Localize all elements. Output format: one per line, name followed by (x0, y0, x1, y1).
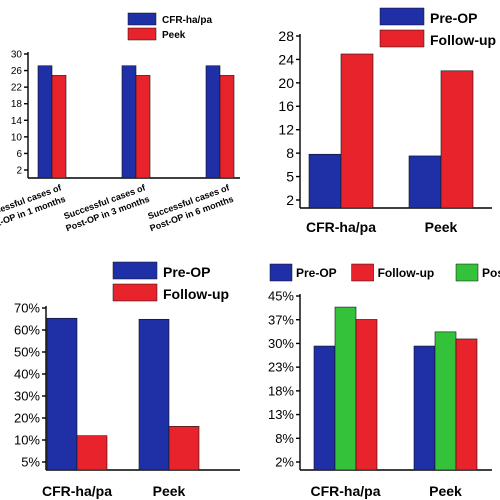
legend-label: Peek (162, 30, 186, 41)
y-tick-label: 23% (268, 360, 294, 375)
bar (334, 306, 357, 471)
bar (205, 65, 221, 179)
legend-entry: Follow-up (112, 283, 229, 302)
bar (76, 435, 108, 471)
y-tick-label: 60% (14, 323, 40, 338)
chart-3: Pre-OP Follow-up 5% 10% 20% 30% 40% 50% 60% 70% CF… (14, 261, 240, 499)
legend-label: Follow-up (430, 32, 496, 48)
y-tick-label: 70% (14, 301, 40, 316)
legend-swatch (112, 283, 158, 302)
y-tick-label: 10% (14, 433, 40, 448)
x-tick-label: Successful cases ofPost-OP in 3 months (60, 182, 151, 233)
bar (138, 318, 170, 471)
bar (308, 153, 342, 209)
y-tick-label: 20 (278, 75, 294, 91)
x-tick-label: CFR-ha/pa (311, 483, 381, 499)
y-tick-label: 26 (11, 66, 23, 77)
chart-2: Pre-OP Follow-up 2 5 8 12 16 20 24 28 CFR-ha/pa Pee… (278, 7, 496, 235)
y-tick-label: 20% (14, 411, 40, 426)
legend-swatch (127, 27, 157, 41)
y-tick-label: 30% (14, 389, 40, 404)
legend-swatch (351, 263, 374, 282)
legend-label: Pre-OP (430, 10, 477, 26)
legend-entry: Pre-OP (379, 7, 477, 26)
y-tick-label: 28 (278, 28, 294, 44)
y-tick-label: 12 (278, 122, 294, 138)
legend-label: Pre-OP (296, 266, 337, 280)
y-tick-label: 30 (11, 50, 23, 61)
bar (413, 345, 436, 471)
bar (168, 426, 200, 471)
bar (219, 75, 235, 179)
bar (46, 317, 78, 471)
legend-entry: Pre-OP (269, 263, 337, 282)
y-tick-label: 13% (268, 407, 294, 422)
chart-4: Pre-OP Follow-up Post-OP 2% 8% 13% 18% 23% 30% 37… (268, 263, 500, 499)
x-tick-label: CFR-ha/pa (42, 483, 112, 499)
bar (340, 53, 374, 209)
y-tick-label: 45% (268, 289, 294, 304)
bar (135, 75, 151, 179)
bar (434, 331, 457, 471)
x-tick-label: Successful cases ofPost-OP in 6 months (144, 182, 235, 233)
x-tick-label: Peek (429, 483, 462, 499)
y-tick-label: 5 (286, 168, 294, 184)
legend-swatch (112, 261, 158, 280)
legend-label: Follow-up (163, 286, 229, 302)
x-tick-label: Peek (153, 483, 186, 499)
y-tick-label: 37% (268, 312, 294, 327)
y-tick-label: 30% (268, 336, 294, 351)
y-tick-label: 18 (11, 99, 23, 110)
legend-entry: Follow-up (379, 29, 496, 48)
bar (440, 70, 474, 209)
x-tick-label: Peek (425, 219, 458, 235)
legend-entry: CFR-ha/pa (127, 12, 212, 26)
bar (455, 338, 478, 471)
legend-swatch (455, 263, 479, 282)
legend-label: CFR-ha/pa (162, 15, 212, 26)
x-tick-label: CFR-ha/pa (306, 219, 376, 235)
y-tick-label: 22 (11, 83, 23, 94)
legend-swatch (379, 29, 425, 48)
y-tick-label: 8% (275, 431, 294, 446)
legend-label: Pre-OP (163, 264, 210, 280)
y-tick-label: 2% (275, 455, 294, 470)
legend-swatch (127, 12, 157, 26)
y-tick-label: 8 (286, 145, 294, 161)
y-tick-label: 18% (268, 383, 294, 398)
y-tick-label: 16 (278, 98, 294, 114)
legend-entry: Pre-OP (112, 261, 210, 280)
y-tick-label: 2 (286, 192, 294, 208)
y-tick-label: 6 (16, 149, 22, 160)
legend-swatch (379, 7, 425, 26)
legend-label: Post-OP (482, 266, 500, 280)
y-tick-label: 14 (11, 116, 23, 127)
bar (37, 65, 53, 179)
y-tick-label: 24 (278, 51, 294, 67)
y-tick-label: 50% (14, 345, 40, 360)
legend-entry: Post-OP (455, 263, 500, 282)
bar (355, 319, 378, 471)
y-tick-label: 40% (14, 367, 40, 382)
y-tick-label: 10 (11, 132, 23, 143)
y-tick-label: 2 (16, 166, 22, 177)
legend-swatch (269, 263, 293, 282)
bar (51, 75, 67, 179)
legend-entry: Peek (127, 27, 186, 41)
bar (121, 65, 137, 179)
legend-entry: Follow-up (351, 263, 435, 282)
bar (313, 345, 336, 471)
x-tick-label: Successful cases ofPost-OP in 1 months (0, 182, 68, 233)
bar (408, 155, 442, 209)
legend-label: Follow-up (378, 266, 435, 280)
y-tick-label: 5% (21, 455, 40, 470)
